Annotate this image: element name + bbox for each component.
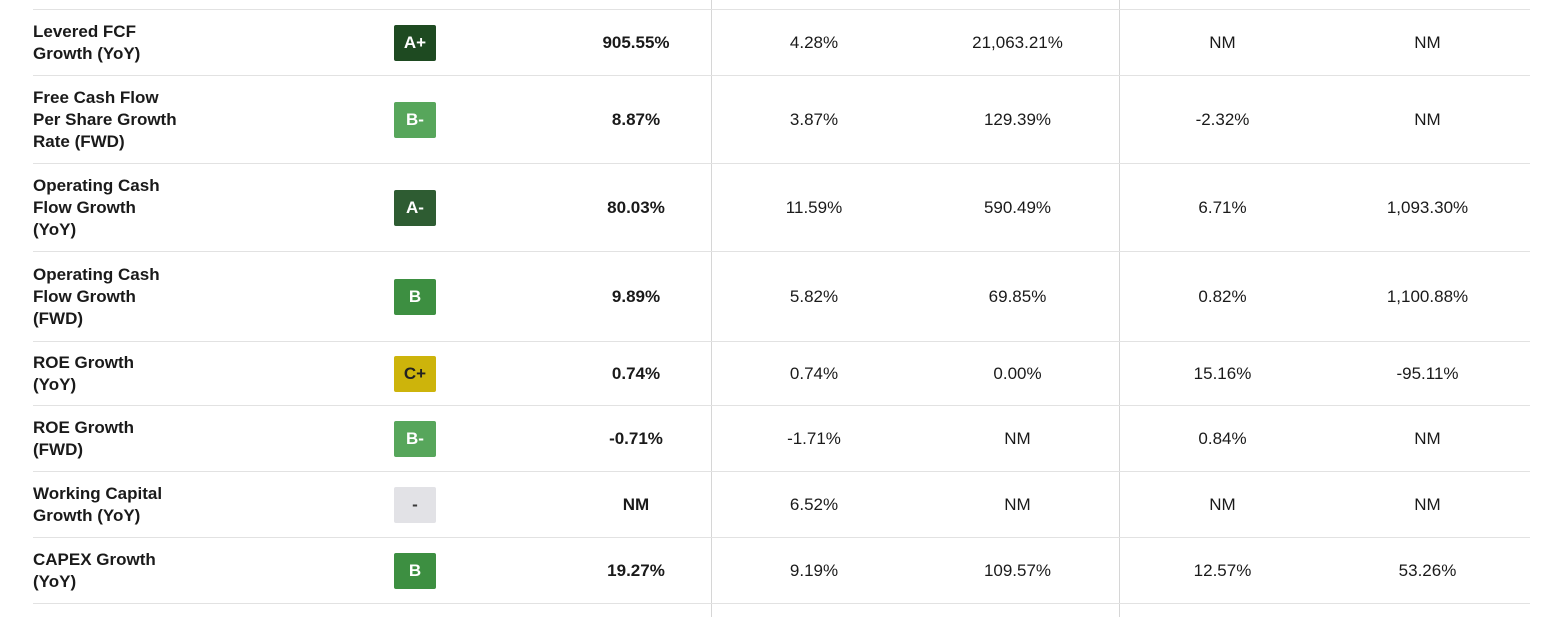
value-cell: 3.87% xyxy=(789,109,839,129)
partial-cell xyxy=(33,604,712,617)
primary-value: 9.89% xyxy=(611,286,661,306)
table-row: Free Cash Flow Per Share Growth Rate (FW… xyxy=(33,76,1530,164)
grade-badge[interactable]: A- xyxy=(394,189,436,226)
grade-badge[interactable]: B- xyxy=(394,420,436,457)
primary-value: 19.27% xyxy=(607,560,665,580)
value-cell: 1,093.30% xyxy=(1386,197,1469,217)
grade-badge[interactable]: A+ xyxy=(394,24,436,61)
grade-badge-wrap: B xyxy=(385,552,445,589)
grade-badge-wrap: B- xyxy=(385,101,445,138)
metric-main-cell: ROE Growth (FWD) B- -0.71% xyxy=(33,406,712,471)
value-cell: 53.26% xyxy=(1398,560,1457,580)
value-cell: -2.32% xyxy=(1195,109,1250,129)
table-row: ROE Growth (FWD) B- -0.71% -1.71% NM 0.8… xyxy=(33,406,1530,472)
value-cell: NM xyxy=(1209,32,1236,52)
value-cell: 4.28% xyxy=(789,32,839,52)
grade-badge-wrap: C+ xyxy=(385,355,445,392)
value-cell: 21,063.21% xyxy=(916,10,1120,75)
grade-badge-wrap: - xyxy=(385,486,445,523)
metric-label[interactable]: ROE Growth (YoY) xyxy=(33,352,135,394)
metric-label[interactable]: CAPEX Growth (YoY) xyxy=(33,549,156,591)
metric-main-cell: ROE Growth (YoY) C+ 0.74% xyxy=(33,342,712,405)
table-row: ROE Growth (YoY) C+ 0.74% 0.74% 0.00% 15… xyxy=(33,342,1530,406)
value-cell: NM xyxy=(1209,494,1236,514)
value-cell: 69.85% xyxy=(916,252,1120,341)
metric-label[interactable]: ROE Growth (FWD) xyxy=(33,417,135,459)
value-cell: NM xyxy=(1414,32,1441,52)
value-cell: 0.84% xyxy=(1198,428,1247,448)
primary-value: 80.03% xyxy=(607,197,665,217)
table-row: Operating Cash Flow Growth (YoY) A- 80.0… xyxy=(33,164,1530,252)
value-cell: 6.52% xyxy=(789,494,839,514)
table-row: Working Capital Growth (YoY) - NM 6.52% … xyxy=(33,472,1530,538)
value-cell: 6.71% xyxy=(1198,197,1247,217)
metric-main-cell: Levered FCF Growth (YoY) A+ 905.55% xyxy=(33,10,712,75)
metric-label[interactable]: Working Capital Growth (YoY) xyxy=(33,483,163,525)
value-cell: 5.82% xyxy=(789,286,839,306)
grade-badge[interactable]: B xyxy=(394,552,436,589)
metric-main-cell: CAPEX Growth (YoY) B 19.27% xyxy=(33,538,712,603)
grade-badge[interactable]: C+ xyxy=(394,355,436,392)
value-cell: NM xyxy=(1414,109,1441,129)
grade-badge-wrap: A+ xyxy=(385,24,445,61)
primary-value: 8.87% xyxy=(611,109,661,129)
table-row: Levered FCF Growth (YoY) A+ 905.55% 4.28… xyxy=(33,10,1530,76)
primary-value: NM xyxy=(622,494,650,514)
value-cell: 15.16% xyxy=(1193,363,1252,383)
primary-value: 905.55% xyxy=(602,32,670,52)
value-cell: 12.57% xyxy=(1193,560,1252,580)
metric-main-cell: Free Cash Flow Per Share Growth Rate (FW… xyxy=(33,76,712,163)
grade-badge[interactable]: B xyxy=(394,278,436,315)
primary-value: 0.74% xyxy=(611,363,661,383)
table-row: Operating Cash Flow Growth (FWD) B 9.89%… xyxy=(33,252,1530,342)
value-cell: 0.82% xyxy=(1198,286,1247,306)
grade-badge-wrap: B- xyxy=(385,420,445,457)
grade-badge-wrap: B xyxy=(385,278,445,315)
metric-main-cell: Working Capital Growth (YoY) - NM xyxy=(33,472,712,537)
grade-badge[interactable]: - xyxy=(394,486,436,523)
partial-row-top xyxy=(33,0,1530,10)
value-cell: 590.49% xyxy=(916,164,1120,251)
value-cell: NM xyxy=(916,406,1120,471)
value-cell: 0.00% xyxy=(916,342,1120,405)
value-cell: -1.71% xyxy=(787,428,841,448)
table-row: CAPEX Growth (YoY) B 19.27% 9.19% 109.57… xyxy=(33,538,1530,604)
value-cell: 109.57% xyxy=(916,538,1120,603)
metric-label[interactable]: Operating Cash Flow Growth (FWD) xyxy=(33,264,160,328)
value-cell: 9.19% xyxy=(789,560,839,580)
metric-main-cell: Operating Cash Flow Growth (FWD) B 9.89% xyxy=(33,252,712,341)
value-cell: NM xyxy=(1414,428,1441,448)
value-cell: 1,100.88% xyxy=(1386,286,1469,306)
partial-row-bottom xyxy=(33,604,1530,617)
value-cell: -95.11% xyxy=(1396,363,1459,383)
metric-label[interactable]: Levered FCF Growth (YoY) xyxy=(33,21,141,63)
grade-badge-wrap: A- xyxy=(385,189,445,226)
value-cell: NM xyxy=(916,472,1120,537)
metric-main-cell: Operating Cash Flow Growth (YoY) A- 80.0… xyxy=(33,164,712,251)
value-cell: 11.59% xyxy=(785,197,843,217)
primary-value: -0.71% xyxy=(609,428,663,448)
value-cell: NM xyxy=(1414,494,1441,514)
grade-badge[interactable]: B- xyxy=(394,101,436,138)
partial-cell xyxy=(33,0,712,9)
metric-label[interactable]: Operating Cash Flow Growth (YoY) xyxy=(33,175,160,239)
value-cell: 129.39% xyxy=(916,76,1120,163)
value-cell: 0.74% xyxy=(789,363,839,383)
metric-label[interactable]: Free Cash Flow Per Share Growth Rate (FW… xyxy=(33,87,177,151)
growth-metrics-table: Levered FCF Growth (YoY) A+ 905.55% 4.28… xyxy=(33,0,1530,617)
